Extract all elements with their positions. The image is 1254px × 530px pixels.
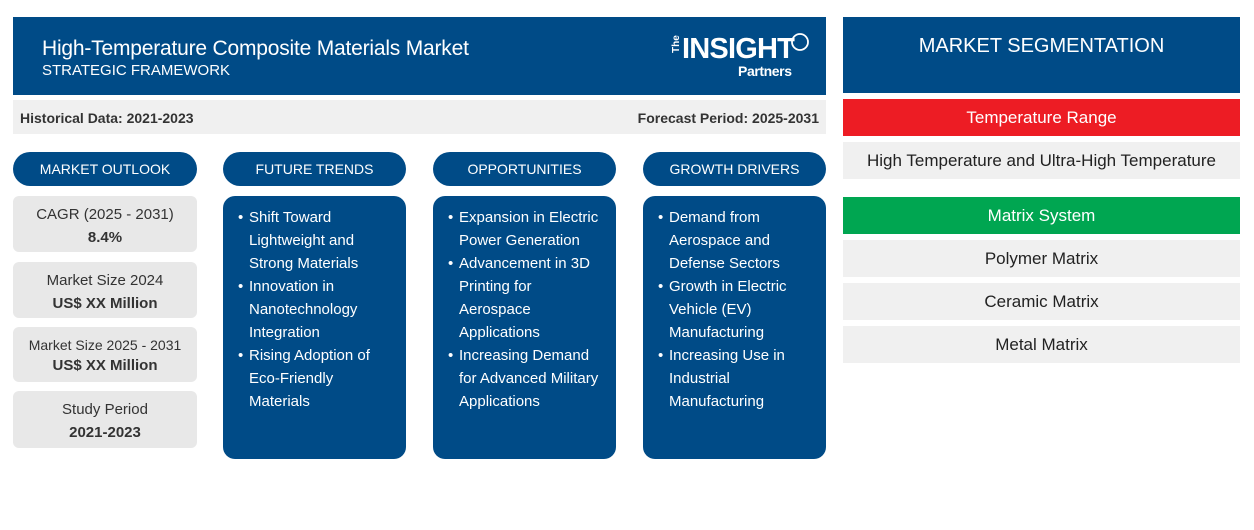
logo-circle-icon [791, 33, 809, 51]
logo-the-text: The [671, 35, 682, 53]
market-segmentation-header: MARKET SEGMENTATION [843, 17, 1240, 93]
study-period-stat-box: Study Period 2021-2023 [13, 391, 197, 448]
stat-label: Market Size 2024 [46, 272, 164, 289]
market-size-forecast-stat-box: Market Size 2025 - 2031 US$ XX Million [13, 327, 197, 382]
list-item: Increasing Demand for Advanced Military … [448, 344, 606, 413]
market-size-2024-stat-box: Market Size 2024 US$ XX Million [13, 262, 197, 318]
segment-item: Ceramic Matrix [843, 283, 1240, 320]
segment-category-matrix-system: Matrix System [843, 197, 1240, 234]
stat-value: US$ XX Million [52, 295, 158, 312]
stat-label: CAGR (2025 - 2031) [36, 206, 174, 223]
list-item: Advancement in 3D Printing for Aerospace… [448, 252, 606, 344]
future-trends-card: Shift Toward Lightweight and Strong Mate… [223, 196, 406, 459]
stat-value: 2021-2023 [69, 424, 141, 441]
page-title: High-Temperature Composite Materials Mar… [42, 37, 469, 60]
logo-insight-text: INSIGHT [682, 33, 795, 65]
logo-partners-text: Partners [738, 63, 792, 79]
historical-data-label: Historical Data: 2021-2023 [20, 110, 194, 126]
opportunities-header: OPPORTUNITIES [433, 152, 616, 186]
segment-category-temperature-range: Temperature Range [843, 99, 1240, 136]
list-item: Expansion in Electric Power Generation [448, 206, 606, 252]
period-bar: Historical Data: 2021-2023 Forecast Peri… [13, 100, 826, 134]
list-item: Shift Toward Lightweight and Strong Mate… [238, 206, 396, 275]
insight-partners-logo: The INSIGHT Partners [665, 32, 815, 84]
list-item: Increasing Use in Industrial Manufacturi… [658, 344, 816, 413]
list-item: Rising Adoption of Eco-Friendly Material… [238, 344, 396, 413]
segment-item: High Temperature and Ultra-High Temperat… [843, 142, 1240, 179]
stat-value: US$ XX Million [52, 357, 158, 374]
stat-label: Study Period [62, 401, 148, 418]
list-item: Innovation in Nanotechnology Integration [238, 275, 396, 344]
cagr-stat-box: CAGR (2025 - 2031) 8.4% [13, 196, 197, 252]
list-item: Demand from Aerospace and Defense Sector… [658, 206, 816, 275]
segment-item: Polymer Matrix [843, 240, 1240, 277]
forecast-period-label: Forecast Period: 2025-2031 [637, 110, 819, 126]
stat-value: 8.4% [87, 229, 123, 246]
market-outlook-header: MARKET OUTLOOK [13, 152, 197, 186]
title-banner: High-Temperature Composite Materials Mar… [13, 17, 826, 95]
future-trends-header: FUTURE TRENDS [223, 152, 406, 186]
stat-label: Market Size 2025 - 2031 [28, 337, 182, 353]
growth-drivers-card: Demand from Aerospace and Defense Sector… [643, 196, 826, 459]
list-item: Growth in Electric Vehicle (EV) Manufact… [658, 275, 816, 344]
page-subtitle: STRATEGIC FRAMEWORK [42, 62, 231, 79]
opportunities-card: Expansion in Electric Power Generation A… [433, 196, 616, 459]
segment-item: Metal Matrix [843, 326, 1240, 363]
growth-drivers-header: GROWTH DRIVERS [643, 152, 826, 186]
